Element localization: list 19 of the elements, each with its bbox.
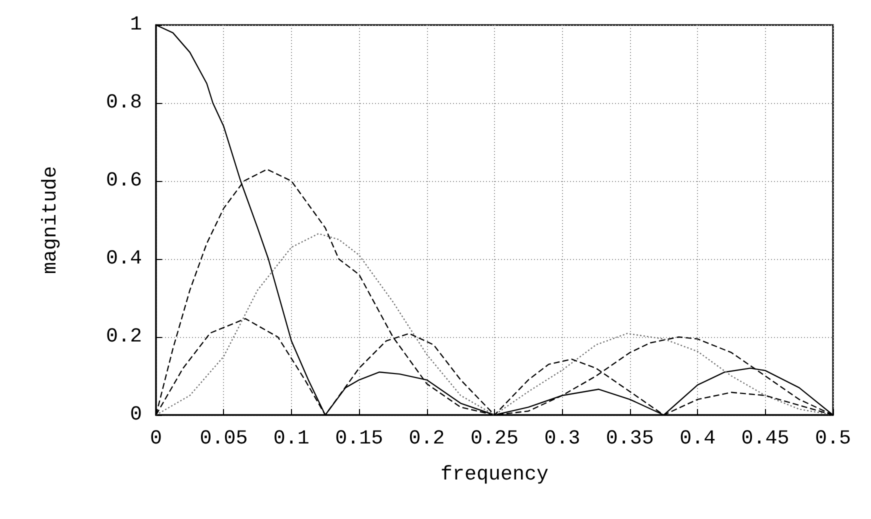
x-tick-label: 0.25 [470, 428, 519, 450]
y-tick-label: 1 [130, 14, 142, 36]
y-tick-label: 0.4 [106, 248, 142, 270]
x-axis-title: frequency [440, 464, 549, 486]
y-tick-label: 0 [130, 404, 142, 426]
x-tick-label: 0.5 [814, 428, 852, 450]
x-tick-label: 0.15 [335, 428, 384, 450]
x-tick-label: 0 [150, 428, 162, 450]
y-tick-label: 0.2 [106, 326, 142, 348]
y-axis-title: magnitude [40, 166, 62, 274]
x-tick-label: 0.35 [606, 428, 654, 450]
y-tick-label: 0.6 [106, 170, 142, 192]
x-tick-label: 0.05 [200, 428, 248, 450]
x-tick-label: 0.2 [408, 428, 445, 450]
y-tick-label: 0.8 [106, 92, 142, 114]
x-tick-label: 0.45 [741, 428, 790, 450]
x-tick-label: 0.1 [273, 428, 310, 450]
x-tick-label: 0.4 [680, 428, 716, 450]
x-tick-label: 0.3 [544, 428, 580, 450]
